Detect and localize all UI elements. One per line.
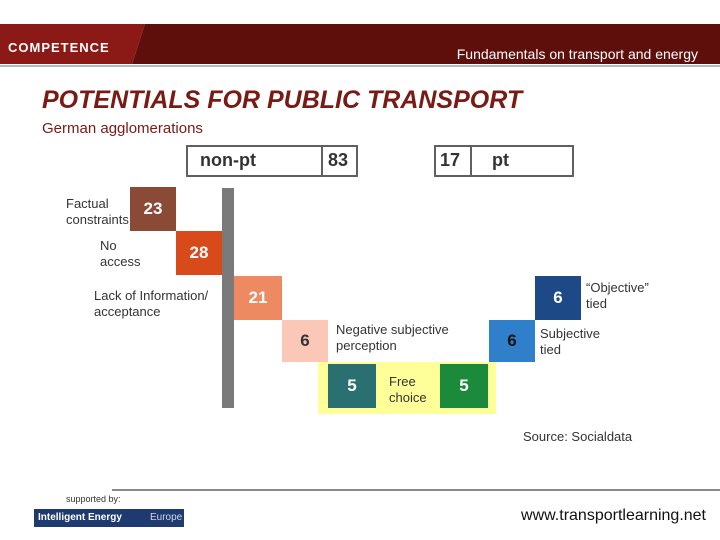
free-choice-label-2: choice [389, 390, 427, 405]
non-pt-box [186, 145, 358, 177]
page-subtitle: German agglomerations [42, 120, 203, 137]
info-label-1: Lack of Information/ [94, 288, 209, 303]
subjective-tied-label-2: tied [540, 342, 561, 357]
intelligent-energy-logo [34, 509, 184, 527]
header-title: Fundamentals on transport and energy [456, 46, 698, 62]
divider-bar [222, 188, 234, 408]
logo-text: Intelligent Energy [38, 512, 122, 523]
info-square: 21 [234, 276, 282, 320]
free-choice-label-1: Free [389, 374, 416, 389]
pt-box [434, 145, 574, 177]
free-choice-left-square: 5 [328, 364, 376, 408]
factual-constraints-label: Factual constraints [66, 196, 129, 227]
subjective-tied-square: 6 [489, 320, 535, 362]
source-note: Source: Socialdata [523, 429, 633, 444]
objective-tied-square: 6 [535, 276, 581, 320]
negative-perception-label-2: perception [336, 338, 397, 353]
non-pt-label: non-pt [200, 150, 256, 170]
brand-logo: COMPETENCE [8, 40, 110, 55]
pt-divider [470, 145, 472, 177]
logo-text-europe: Europe [150, 512, 183, 523]
negative-perception-square: 6 [282, 320, 328, 362]
subjective-tied-label-1: Subjective [540, 326, 600, 341]
factual-constraints-square: 23 [130, 187, 176, 231]
free-choice-right-square: 5 [440, 364, 488, 408]
non-pt-value: 83 [328, 150, 349, 170]
objective-tied-label-1: “Objective” [586, 280, 649, 295]
supported-by-label: supported by: [66, 494, 121, 504]
footer-divider [112, 489, 720, 491]
no-access-label-1: No [100, 238, 117, 253]
objective-tied-label-2: tied [586, 296, 607, 311]
pt-value: 17 [440, 150, 461, 170]
page-title: POTENTIALS FOR PUBLIC TRANSPORT [42, 86, 523, 114]
pt-label: pt [492, 150, 509, 170]
header-band [0, 24, 720, 67]
no-access-label-2: access [100, 254, 141, 269]
footer-url[interactable]: www.transportlearning.net [521, 507, 706, 524]
non-pt-divider [321, 145, 323, 177]
no-access-square: 28 [176, 231, 222, 275]
info-label-2: acceptance [94, 304, 161, 319]
negative-perception-label-1: Negative subjective [336, 322, 449, 337]
